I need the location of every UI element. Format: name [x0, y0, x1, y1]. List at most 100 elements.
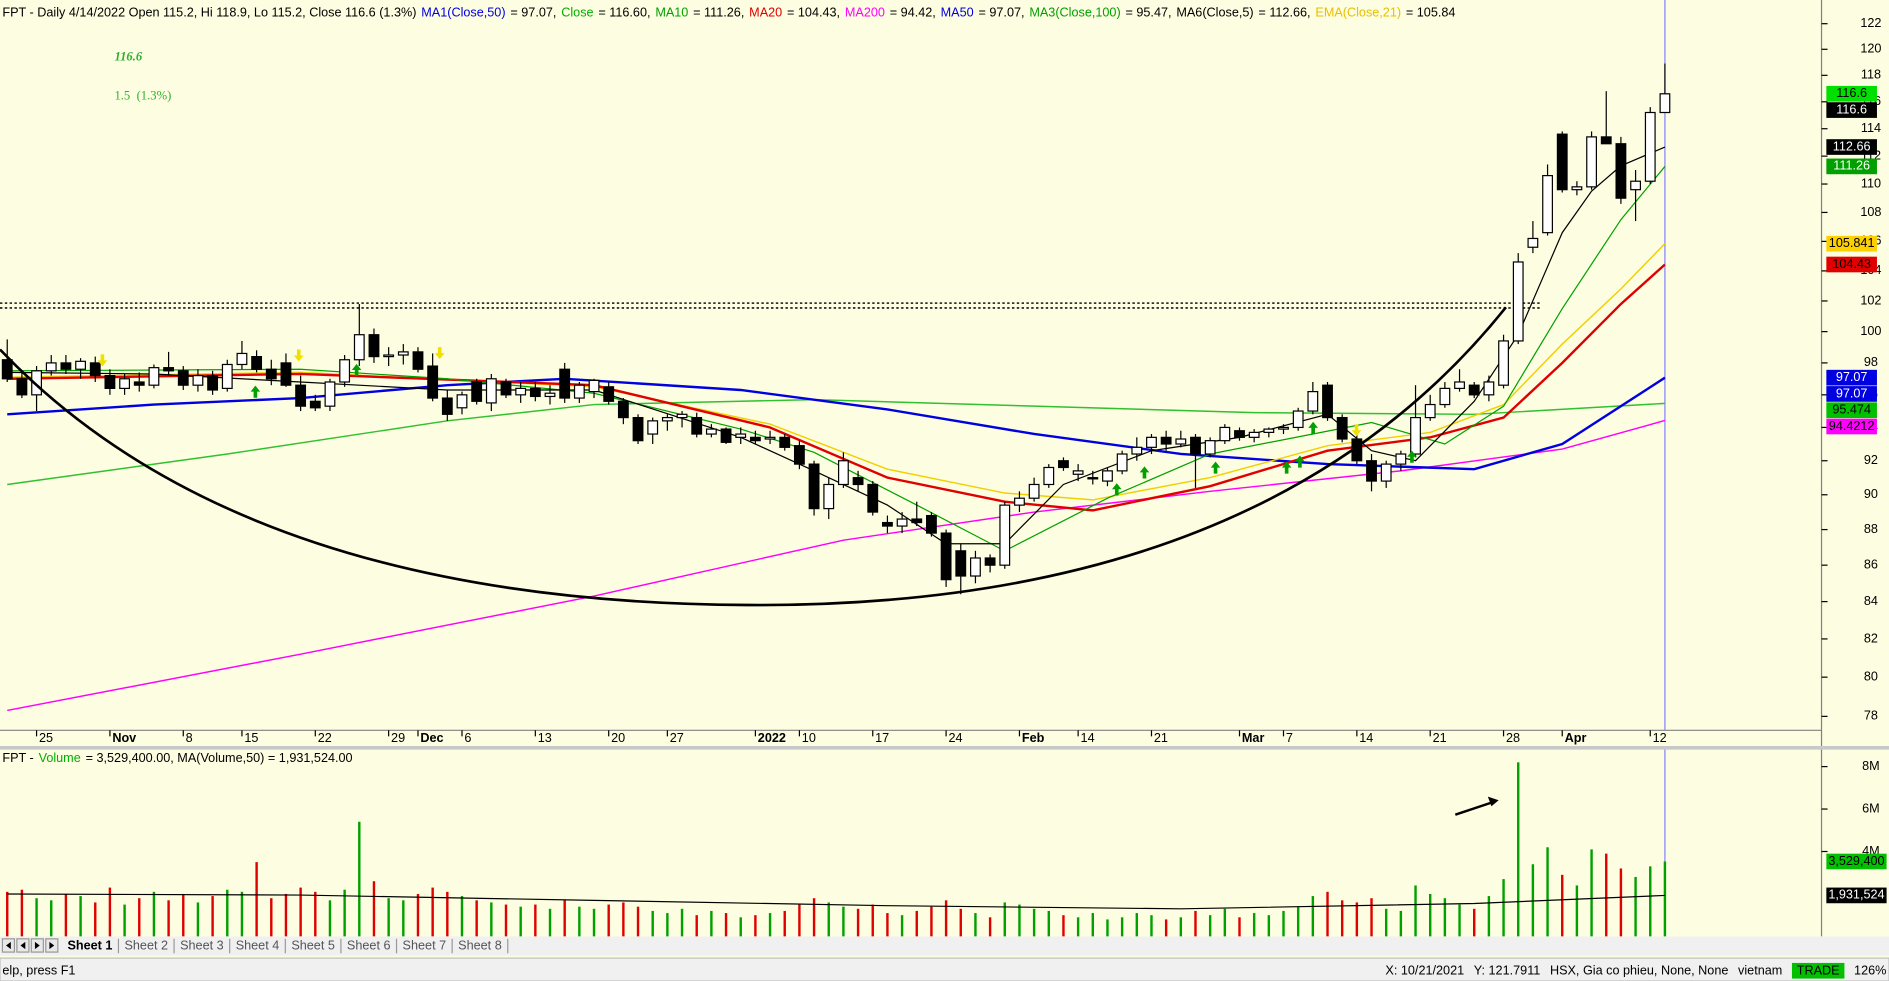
volume-bar — [710, 910, 713, 937]
volume-bar — [1003, 902, 1006, 937]
volume-bar — [622, 902, 625, 937]
x-tick-label: 25 — [39, 731, 53, 745]
status-items: elp, press F1 X: 10/21/2021 Y: 121.7911 HSX… — [2, 962, 1886, 979]
volume-bar — [123, 904, 126, 937]
candle-body — [1410, 416, 1421, 455]
volume-bar — [416, 893, 420, 937]
sheet-tab[interactable]: Sheet 2 — [124, 938, 168, 952]
candle-body — [1454, 381, 1465, 389]
volume-bar — [50, 900, 53, 937]
value-badge — [1826, 369, 1877, 386]
volume-bar — [900, 915, 904, 937]
y-tick-label: 82 — [1864, 631, 1878, 645]
y-tick-label: 100 — [1860, 324, 1881, 338]
nav-glyphs — [6, 941, 55, 950]
title-segment: = 97.07, — [978, 6, 1024, 20]
candle-body — [251, 355, 263, 370]
candle-body — [1190, 436, 1201, 455]
volume-bar — [240, 891, 244, 937]
value-badge-label: 94.4212 — [1829, 419, 1875, 433]
value-badge-label: 95.474 — [1832, 403, 1871, 417]
volume-bar — [1076, 917, 1080, 937]
sheet-tab[interactable]: Sheet 4 — [236, 938, 280, 952]
volume-bar — [108, 887, 112, 937]
volume-bar — [387, 898, 390, 937]
volume-bar — [915, 910, 918, 937]
candle-body — [31, 370, 42, 396]
volume-bar — [798, 904, 801, 937]
volume-bar — [1135, 913, 1139, 937]
title-segment: MA3(Close,100) — [1029, 6, 1120, 20]
cup-pattern-curve — [0, 306, 1507, 607]
candle-body — [1468, 384, 1480, 396]
volume-bar — [94, 902, 97, 937]
title-segment: MA20 — [749, 6, 782, 20]
value-badge — [1826, 158, 1877, 175]
candle-body — [1263, 428, 1275, 433]
candle-body — [676, 413, 688, 419]
volume-bar — [328, 900, 332, 937]
sheet-tab[interactable]: Sheet 7 — [403, 938, 447, 952]
volume-bar — [959, 908, 962, 937]
candle-body — [324, 381, 336, 407]
candle-body — [823, 483, 835, 510]
buy-arrow — [250, 385, 261, 398]
volume-bar — [1663, 861, 1667, 937]
volume-bar — [1370, 898, 1373, 937]
volume-bar — [1326, 891, 1329, 937]
volume-bar — [1340, 900, 1344, 937]
sheet-tab[interactable]: Sheet 5 — [291, 938, 335, 952]
candle-body — [1512, 261, 1524, 342]
candle-body — [984, 557, 996, 566]
x-tick-label: 29 — [391, 731, 405, 745]
volume-bar — [812, 898, 816, 937]
volume-bar — [1590, 849, 1593, 937]
candle-body — [1028, 483, 1040, 499]
candle-body — [1556, 133, 1568, 191]
sheet-tab[interactable]: Sheet 8 — [458, 938, 502, 952]
value-badge — [1826, 386, 1877, 402]
candle-body — [309, 400, 321, 409]
x-tick-label: Apr — [1565, 731, 1587, 745]
volume-bar — [974, 913, 977, 937]
candle-body — [837, 460, 849, 486]
sheet-tabs: Sheet 1 Sheet 2 Sheet 3 Sheet 4 Sheet 5 Sheet… — [67, 938, 509, 954]
candle-body — [133, 381, 145, 386]
y-tick-label: 88 — [1864, 522, 1878, 536]
candle-body — [1234, 430, 1245, 438]
candle-body — [104, 374, 116, 389]
x-tick-label: Mar — [1242, 731, 1265, 745]
candle-body — [1248, 431, 1260, 438]
candle-body — [1307, 391, 1319, 412]
volume-bar — [1443, 898, 1447, 937]
volume-bar — [1267, 915, 1271, 937]
candle-body — [163, 367, 175, 372]
volume-bar — [504, 904, 508, 937]
volume-bar — [1179, 917, 1183, 937]
sheet-tab[interactable]: Sheet 3 — [180, 938, 224, 952]
candle-body — [1160, 436, 1172, 445]
sheet-tab[interactable]: Sheet 1 — [67, 938, 112, 952]
volume-bar — [343, 889, 346, 937]
volume-ma — [7, 893, 1665, 910]
volume-bar — [534, 904, 537, 937]
volume-bar — [944, 900, 948, 937]
y-tick-label: 122 — [1860, 16, 1881, 30]
buy-arrow — [1295, 455, 1305, 468]
volume-bar — [1384, 908, 1388, 937]
volume-bar — [1062, 915, 1065, 937]
volume-bar — [783, 910, 786, 937]
volume-bar — [20, 889, 24, 937]
candle-body — [119, 378, 131, 389]
volume-bar — [1575, 885, 1579, 937]
y-tick-label: 80 — [1864, 670, 1878, 684]
candle-body — [500, 381, 512, 396]
buy-arrow — [1111, 483, 1122, 496]
x-tick-label: 21 — [1433, 731, 1447, 745]
annotation-arrow — [1454, 796, 1499, 816]
volume-bar — [255, 862, 258, 937]
candle-body — [1498, 340, 1509, 386]
volume-bar — [1546, 847, 1549, 937]
sell-arrow — [1351, 424, 1362, 437]
sheet-tab[interactable]: Sheet 6 — [347, 938, 391, 952]
